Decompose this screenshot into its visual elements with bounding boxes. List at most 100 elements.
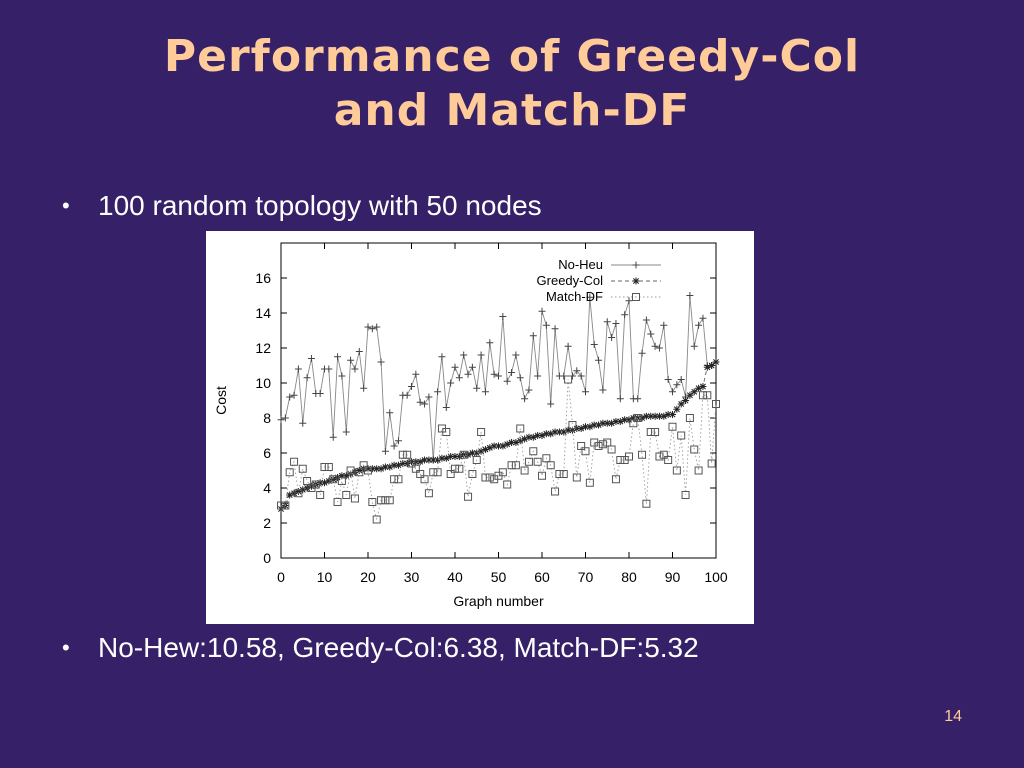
data-point-no-heu	[347, 356, 355, 364]
data-point-no-heu	[473, 384, 481, 392]
data-point-no-heu	[577, 372, 585, 380]
square-mark	[538, 471, 546, 480]
data-point-greedy-col	[381, 463, 389, 471]
square-mark	[311, 480, 320, 489]
data-point-match-df	[572, 473, 581, 482]
square-mark	[594, 442, 603, 450]
data-point-greedy-col	[538, 432, 546, 439]
square-mark	[290, 457, 299, 466]
data-point-match-df	[607, 445, 616, 454]
data-point-no-heu	[612, 320, 620, 327]
square-mark	[416, 470, 425, 478]
data-point-match-df	[468, 470, 477, 478]
data-point-match-df	[542, 454, 551, 463]
data-point-no-heu	[421, 400, 429, 408]
square-mark	[398, 450, 407, 459]
square-mark	[703, 391, 712, 400]
square-mark	[472, 456, 481, 464]
data-point-match-df	[420, 475, 429, 484]
data-point-no-heu	[516, 374, 524, 382]
square-mark	[577, 442, 586, 450]
y-tick-label: 14	[255, 305, 271, 321]
data-point-match-df	[594, 442, 603, 450]
data-point-no-heu	[403, 391, 411, 399]
data-point-match-df	[664, 456, 673, 464]
data-point-no-heu	[355, 348, 363, 355]
star-mark-d2	[656, 413, 663, 420]
data-point-match-df	[320, 463, 329, 471]
x-tick-label: 40	[447, 569, 463, 585]
x-tick-label: 80	[621, 569, 637, 585]
data-point-match-df	[472, 456, 481, 464]
data-point-no-heu	[512, 351, 520, 359]
data-point-greedy-col	[590, 421, 598, 429]
x-tick-label: 100	[704, 569, 728, 585]
star-mark-d2	[469, 450, 476, 456]
square-mark	[694, 466, 703, 475]
square-mark	[564, 375, 573, 384]
star-mark-d2	[665, 411, 672, 418]
data-point-no-heu	[468, 363, 476, 371]
data-point-no-heu	[534, 372, 542, 380]
data-point-match-df	[698, 391, 707, 400]
square-mark	[511, 461, 520, 470]
data-point-match-df	[524, 457, 533, 466]
bullet-dot: •	[62, 193, 70, 218]
square-mark	[316, 491, 325, 499]
title-line-1: Performance of Greedy-Col	[163, 31, 861, 82]
data-point-match-df	[598, 440, 607, 449]
square-mark	[329, 475, 338, 484]
data-point-match-df	[707, 459, 716, 468]
data-point-no-heu	[281, 414, 289, 422]
star-mark-d2	[691, 388, 698, 395]
square-mark	[277, 501, 285, 510]
square-mark	[298, 464, 307, 473]
data-point-no-heu	[642, 316, 650, 324]
square-mark	[664, 456, 673, 464]
data-point-greedy-col	[582, 423, 589, 431]
square-mark	[633, 414, 642, 422]
data-point-match-df	[359, 461, 368, 470]
legend-marker-no-heu	[632, 261, 640, 269]
page-number: 14	[944, 708, 962, 725]
data-point-no-heu	[651, 342, 659, 350]
data-point-greedy-col	[686, 391, 694, 399]
data-point-greedy-col	[390, 461, 398, 469]
square-mark	[333, 498, 342, 506]
square-mark	[655, 452, 664, 461]
data-point-no-heu	[464, 370, 472, 378]
data-point-match-df	[385, 496, 394, 505]
data-point-match-df	[503, 480, 512, 489]
data-point-match-df	[555, 470, 564, 478]
data-point-greedy-col	[673, 405, 681, 413]
square-mark	[611, 475, 620, 484]
data-point-match-df	[507, 461, 516, 470]
data-point-match-df	[481, 473, 490, 482]
square-mark	[433, 468, 442, 477]
data-point-match-df	[329, 475, 338, 484]
data-point-match-df	[394, 475, 403, 484]
series-line-greedy-col	[280, 361, 717, 510]
data-point-match-df	[294, 489, 303, 498]
square-mark	[542, 454, 551, 463]
star-mark-d2	[669, 411, 676, 418]
star-mark-d2	[438, 455, 445, 462]
bullet-text: No-Hew:10.58, Greedy-Col:6.38, Match-DF:…	[98, 632, 699, 663]
bullet-dot: •	[62, 635, 70, 660]
data-point-no-heu	[686, 292, 694, 299]
data-point-greedy-col	[621, 416, 629, 424]
x-tick-label: 50	[491, 569, 507, 585]
data-point-no-heu	[590, 341, 598, 348]
square-mark	[485, 473, 494, 482]
chart-panel: 0 2 4 6 8 10 12 14 16 0 10 20 30 40 50 60 70 80 90 100 Graph…	[206, 231, 754, 624]
data-point-match-df	[712, 400, 720, 408]
data-point-no-heu	[481, 388, 489, 396]
star-mark-d2	[495, 443, 502, 449]
data-point-match-df	[681, 491, 690, 499]
square-mark	[712, 400, 720, 408]
series-line-match-df	[281, 379, 717, 520]
data-point-no-heu	[460, 351, 468, 359]
y-tick-label: 4	[263, 480, 271, 496]
data-point-match-df	[350, 494, 359, 503]
data-point-greedy-col	[708, 362, 716, 369]
